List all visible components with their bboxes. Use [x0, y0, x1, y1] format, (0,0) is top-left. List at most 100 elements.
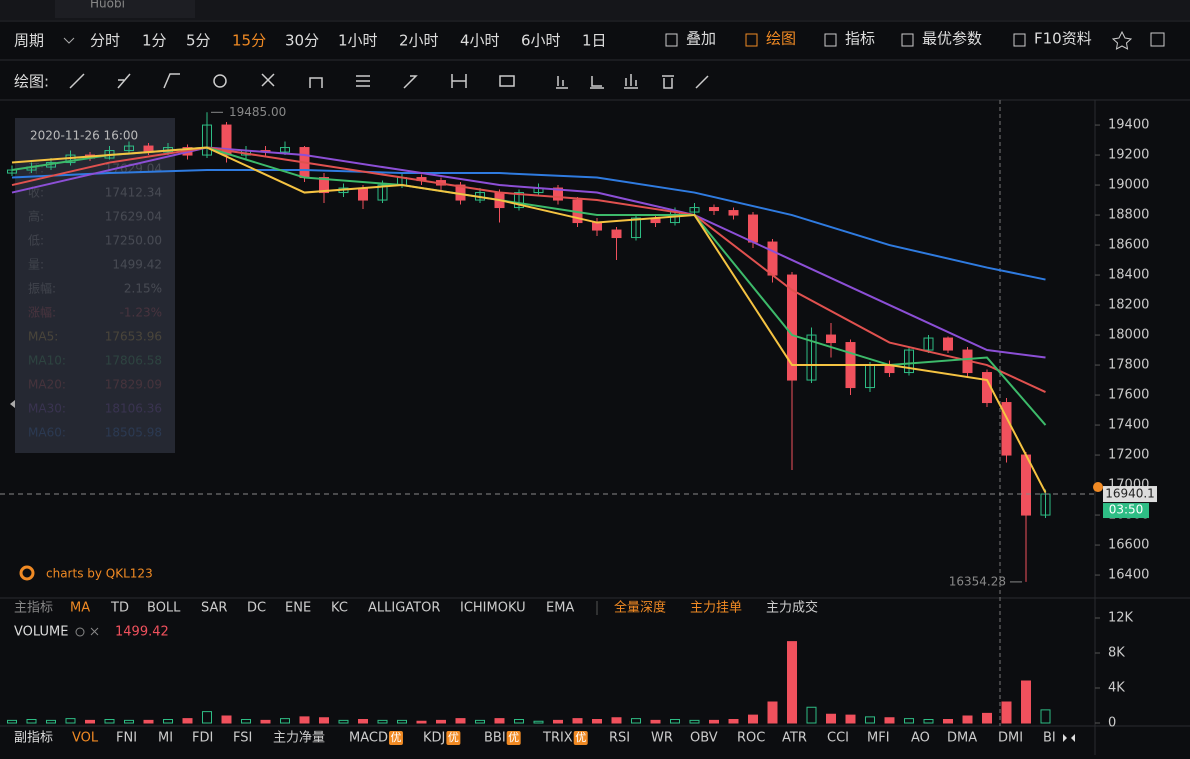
candle-body [377, 184, 388, 201]
indicator-tab[interactable]: MA [70, 601, 90, 616]
close-icon[interactable] [90, 627, 99, 636]
tab-label[interactable]: Huobi [90, 0, 125, 11]
ma-line [11, 146, 1046, 359]
volume-bar [494, 718, 505, 724]
indicator-tab[interactable]: TD [110, 601, 129, 616]
volume-bar [7, 719, 17, 724]
indicator-tab[interactable]: KDJ [423, 731, 445, 746]
indicator-tab[interactable]: TRIX [542, 731, 573, 746]
action-button[interactable]: 叠加 [686, 30, 716, 48]
indicator-tab[interactable]: 全量深度 [614, 600, 666, 616]
indicator-tab[interactable]: ALLIGATOR [368, 601, 440, 616]
y-tick-label: 17400 [1108, 418, 1149, 433]
indicator-tab[interactable]: WR [651, 731, 673, 746]
candle-body [1021, 454, 1031, 516]
indicator-tab[interactable]: BOLL [147, 601, 181, 616]
indicator-tab[interactable]: FSI [233, 731, 252, 746]
volume-bar [1021, 680, 1031, 724]
collapse-icon[interactable] [10, 400, 15, 408]
indicator-tab[interactable]: DMA [947, 731, 977, 746]
fullscreen-icon[interactable] [1150, 32, 1165, 47]
indicator-tab[interactable]: ATR [782, 731, 807, 746]
interval-tab[interactable]: 1小时 [338, 32, 378, 50]
indicator-tab[interactable]: KC [331, 601, 348, 616]
draw-tools[interactable] [69, 73, 709, 89]
interval-tab[interactable]: 30分 [285, 32, 319, 50]
interval-tab[interactable]: 1分 [142, 32, 167, 50]
indicator-tab[interactable]: AO [911, 731, 930, 746]
tooltip-time: 2020-11-26 16:00 [30, 129, 138, 143]
action-icon[interactable] [745, 33, 758, 47]
indicator-tab[interactable]: ICHIMOKU [460, 601, 526, 616]
interval-tab[interactable]: 6小时 [521, 32, 561, 50]
indicator-tab[interactable]: 主力成交 [766, 600, 818, 616]
volume-bar [748, 714, 758, 724]
volume-bar [202, 711, 212, 724]
interval-tab[interactable]: 1日 [582, 32, 607, 50]
scroll-icon[interactable] [1063, 734, 1075, 742]
indicator-tab[interactable]: 主力挂单 [690, 601, 742, 616]
indicator-tab[interactable]: BBI [484, 731, 506, 746]
volume-bar [260, 719, 271, 724]
y-tick-label: 18600 [1108, 238, 1149, 253]
indicator-tab[interactable]: FNI [116, 731, 137, 746]
volume-bar [553, 719, 563, 724]
volume-bar [338, 719, 349, 724]
dropdown-icon[interactable] [63, 37, 75, 44]
volume-bar [572, 718, 583, 724]
action-icon[interactable] [665, 33, 678, 47]
volume-bar [124, 719, 134, 724]
tab[interactable] [55, 0, 195, 18]
indicator-tab[interactable]: MFI [867, 731, 890, 746]
indicator-tab[interactable]: SAR [201, 601, 227, 616]
indicator-tab[interactable]: MACD [349, 731, 388, 746]
action-button[interactable]: 指标 [845, 30, 875, 48]
action-button[interactable]: 绘图 [766, 30, 796, 48]
countdown-box [1103, 503, 1149, 519]
action-button[interactable]: 最优参数 [922, 30, 982, 48]
indicator-tab[interactable]: VOL [72, 731, 99, 746]
favorite-icon[interactable] [1111, 30, 1133, 50]
volume-bar [1040, 709, 1051, 724]
indicator-tab[interactable]: ROC [737, 731, 765, 746]
interval-tab[interactable]: 4小时 [460, 32, 500, 50]
indicator-tab[interactable]: DC [247, 601, 266, 616]
indicator-tab[interactable]: FDI [192, 731, 213, 746]
action-icon[interactable] [901, 33, 914, 47]
candle-body [202, 124, 212, 156]
interval-tab[interactable]: 2小时 [399, 32, 439, 50]
indicator-tab[interactable]: EMA [546, 601, 574, 616]
indicator-tab[interactable]: CCI [827, 731, 849, 746]
candle-body [748, 214, 758, 243]
interval-tab[interactable]: 15分 [232, 32, 266, 50]
candle-body [904, 349, 914, 374]
candle-body [806, 334, 817, 381]
action-icon[interactable] [1013, 33, 1026, 47]
indicator-tab[interactable]: MI [158, 731, 173, 746]
settings-icon[interactable] [75, 627, 85, 637]
candle-body [1001, 402, 1012, 456]
volume-bar [46, 719, 56, 724]
indicator-tab[interactable]: RSI [609, 731, 630, 746]
indicator-tab[interactable]: DMI [998, 731, 1023, 746]
action-button[interactable]: F10资料 [1034, 30, 1092, 48]
indicator-tab[interactable]: 主力净量 [273, 731, 325, 746]
indicator-tab[interactable]: OBV [690, 731, 718, 746]
action-icon[interactable] [824, 33, 837, 47]
candle-body [728, 210, 739, 216]
candle-body [826, 334, 836, 344]
volume-bar [884, 717, 895, 724]
ma-line [11, 169, 1046, 281]
volume-bar [845, 714, 856, 724]
period-label[interactable]: 周期 [14, 32, 44, 50]
indicator-tab[interactable]: ENE [285, 601, 311, 616]
volume-bar [982, 712, 992, 724]
y-tick-label: 18200 [1108, 298, 1149, 313]
ma-line [11, 146, 1047, 494]
interval-tab[interactable]: 分时 [90, 32, 120, 50]
volume-bar [241, 719, 251, 724]
interval-tab[interactable]: 5分 [186, 32, 211, 50]
indicator-tab[interactable]: BI [1043, 731, 1056, 746]
badge-label: 优 [575, 731, 586, 744]
